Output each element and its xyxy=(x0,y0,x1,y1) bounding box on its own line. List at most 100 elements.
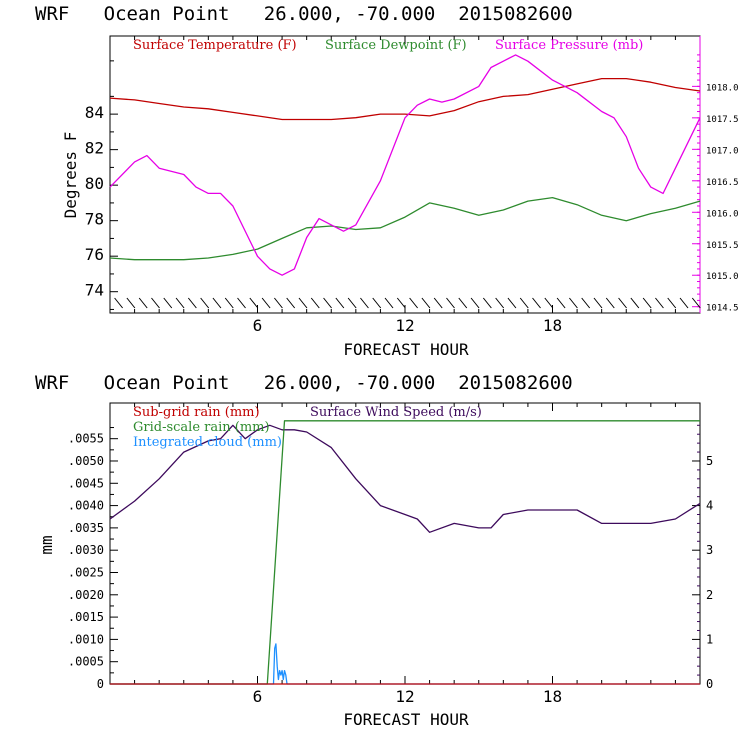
y2-tick-label: 1015.0 xyxy=(706,272,739,282)
y2-tick-label: 4 xyxy=(706,499,713,513)
wind-barb xyxy=(396,297,406,309)
legend-surface-pressure: Surface Pressure (mb) xyxy=(495,38,643,53)
panel1-plot-frame xyxy=(109,35,701,314)
y-tick-label: .0050 xyxy=(68,454,104,468)
wind-barb xyxy=(286,297,296,309)
wind-barb xyxy=(224,297,234,309)
y2-tick-label: 0 xyxy=(706,677,713,691)
grid-scale-rain-mm-line xyxy=(110,420,700,685)
y2-tick-label: 1015.5 xyxy=(706,241,739,251)
panel2-title: WRF Ocean Point 26.000, -70.000 20150826… xyxy=(35,372,573,394)
wind-barb xyxy=(691,297,701,309)
wind-barb xyxy=(519,297,529,309)
legend-surface-wind-speed: Surface Wind Speed (m/s) xyxy=(310,405,482,420)
y-tick-label: .0010 xyxy=(68,632,104,646)
wind-barb xyxy=(593,297,603,309)
y-tick-label: .0030 xyxy=(68,543,104,557)
x-tick-label: 6 xyxy=(253,316,263,335)
wind-barb xyxy=(138,297,148,309)
legend-subgrid-rain: Sub-grid rain (mm) xyxy=(133,405,260,420)
wind-barb xyxy=(667,297,677,309)
wind-barb xyxy=(507,297,517,309)
surface-pressure-mb-line xyxy=(109,54,701,276)
wind-barb xyxy=(409,297,418,309)
precip-wind-panel: WRF Ocean Point 26.000, -70.000 20150826… xyxy=(35,372,713,729)
wind-barb xyxy=(433,297,443,309)
wind-barb xyxy=(532,297,541,309)
y2-tick-label: 1018.0 xyxy=(706,83,739,93)
y-tick-label: .0035 xyxy=(68,521,104,535)
panel1-ticks: 6 12 18 74 76 78 80 82 84 1014.5 1015.0 1015.5 1016.… xyxy=(85,36,739,335)
legend-integrated-cloud: Integrated cloud (mm) xyxy=(133,435,282,450)
wind-barb xyxy=(175,297,185,309)
y2-tick-label: 1 xyxy=(706,632,713,646)
wind-barb xyxy=(618,297,627,309)
wind-barb xyxy=(482,297,492,309)
wind-barb xyxy=(446,297,455,309)
wind-barb xyxy=(212,297,222,309)
legend-surface-dewpoint: Surface Dewpoint (F) xyxy=(325,38,467,53)
wind-barb xyxy=(655,297,664,309)
y-tick-label: 82 xyxy=(85,139,104,158)
y2-tick-label: 1014.5 xyxy=(706,304,739,314)
legend-surface-temperature: Surface Temperature (F) xyxy=(133,38,297,53)
surface-dewpoint-f-line xyxy=(109,196,701,261)
y-tick-label: .0020 xyxy=(68,588,104,602)
y-tick-label: 80 xyxy=(85,174,104,193)
wind-barb xyxy=(544,297,554,309)
y2-tick-label: 1016.0 xyxy=(706,209,739,219)
wind-barb xyxy=(237,297,246,309)
wind-barb xyxy=(458,297,468,309)
wind-barb xyxy=(630,297,640,309)
panel1-xlabel: FORECAST HOUR xyxy=(343,340,469,359)
y-tick-label: 0 xyxy=(97,677,104,691)
y-tick-label: 76 xyxy=(85,245,104,264)
wind-barbs-row xyxy=(114,297,701,309)
x-tick-label: 12 xyxy=(395,687,414,706)
wind-barb xyxy=(372,297,382,309)
wind-barb xyxy=(470,297,480,309)
y-tick-label: 74 xyxy=(85,281,104,300)
wind-barb xyxy=(151,297,160,309)
wind-barb xyxy=(581,297,591,309)
surface-temperature-f-line xyxy=(109,77,701,121)
panel1-ylabel: Degrees F xyxy=(61,132,80,219)
y-tick-label: .0005 xyxy=(68,655,104,669)
panel2-xlabel: FORECAST HOUR xyxy=(343,710,469,729)
wind-barb xyxy=(261,297,271,309)
panel2-ylabel: mm xyxy=(37,535,56,554)
y-tick-label: 78 xyxy=(85,210,104,229)
x-tick-label: 6 xyxy=(253,687,263,706)
panel1-series xyxy=(109,54,701,276)
wind-barb xyxy=(200,297,210,309)
wind-barb xyxy=(335,297,345,309)
wind-barb xyxy=(323,297,332,309)
wind-barb xyxy=(126,297,136,309)
temperature-pressure-panel: WRF Ocean Point 26.000, -70.000 20150826… xyxy=(35,3,739,359)
wind-barb xyxy=(642,297,652,309)
y-tick-label: .0055 xyxy=(68,432,104,446)
y2-tick-label: 5 xyxy=(706,454,713,468)
wind-barb xyxy=(163,297,173,309)
y2-tick-label: 3 xyxy=(706,543,713,557)
y-tick-label: .0045 xyxy=(68,476,104,490)
wind-barb xyxy=(360,297,369,309)
y2-tick-label: 1016.5 xyxy=(706,178,739,188)
wind-barb xyxy=(605,297,615,309)
wind-barb xyxy=(495,297,505,309)
surface-wind-speed-m-s-line xyxy=(109,424,701,533)
wind-barb xyxy=(114,297,123,309)
wind-barb xyxy=(347,297,357,309)
y2-tick-label: 1017.5 xyxy=(706,115,739,125)
wind-barb xyxy=(249,297,259,309)
wind-barb xyxy=(384,297,394,309)
wind-barb xyxy=(298,297,308,309)
y-tick-label: .0040 xyxy=(68,499,104,513)
wind-barb xyxy=(556,297,566,309)
panel2-series xyxy=(109,420,701,685)
wind-barb xyxy=(679,297,689,309)
x-tick-label: 12 xyxy=(395,316,414,335)
y2-tick-label: 1017.0 xyxy=(706,146,739,156)
